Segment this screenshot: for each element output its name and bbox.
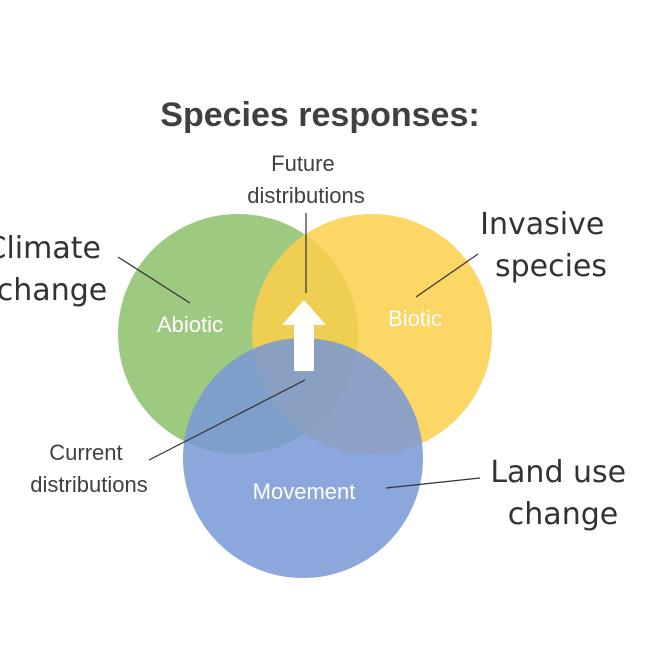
land-use-change-annotation: Land use change [490, 455, 635, 532]
land-use-change-leader [385, 477, 481, 489]
current-distributions-leader [148, 379, 306, 461]
invasive-species-leader [415, 253, 479, 298]
movement-circle [183, 338, 423, 578]
biotic-label: Biotic [388, 306, 442, 331]
future-distributions-annotation: Future distributions [247, 151, 364, 208]
climate-change-annotation: Climate change [0, 231, 111, 308]
abiotic-label: Abiotic [157, 312, 223, 337]
invasive-species-annotation: Invasive species [480, 207, 614, 284]
movement-label: Movement [253, 479, 356, 504]
climate-change-leader [117, 256, 191, 304]
diagram-title: Species responses: [160, 96, 479, 134]
current-distributions-annotation: Current distributions [30, 440, 147, 497]
up-arrow-icon [282, 300, 326, 371]
